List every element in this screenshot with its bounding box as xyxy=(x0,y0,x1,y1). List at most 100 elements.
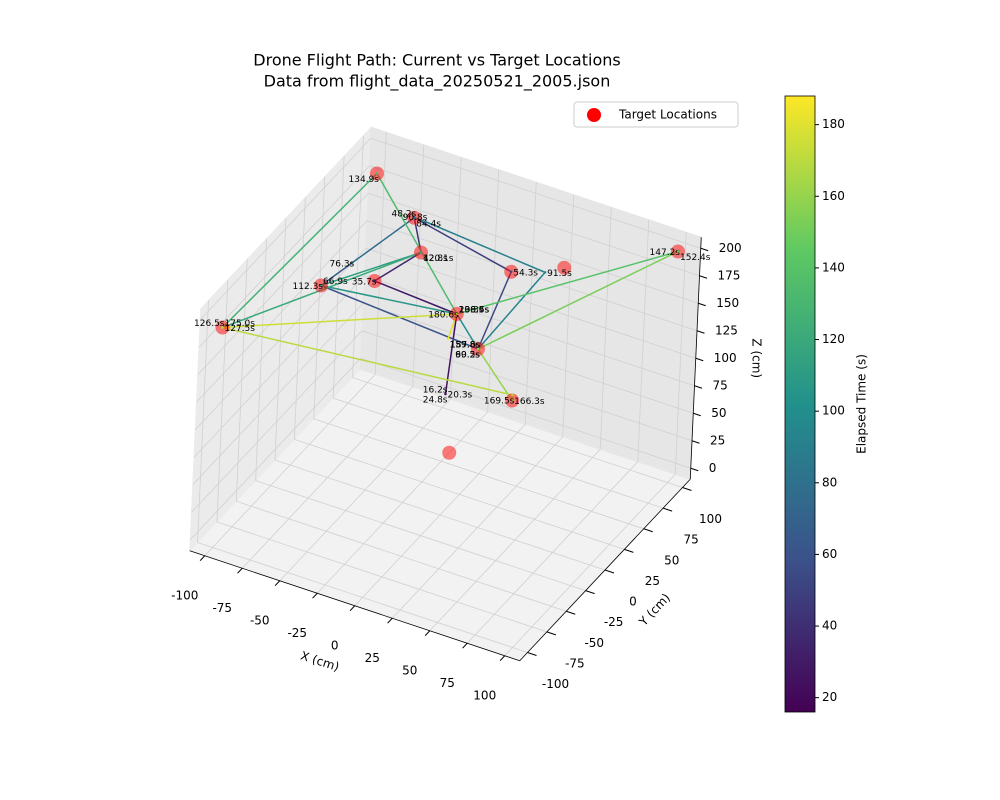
colorbar-tick-label: 20 xyxy=(822,690,837,704)
grid-line xyxy=(197,192,369,376)
time-label: 134.9s xyxy=(349,175,380,185)
time-label: 76.3s xyxy=(330,259,355,269)
tick-mark xyxy=(624,548,634,553)
grid-line xyxy=(236,500,567,612)
x-tick-label: -100 xyxy=(171,588,198,602)
path-point xyxy=(319,284,323,287)
grid-line xyxy=(255,480,586,592)
grid-line xyxy=(216,521,548,633)
path-point xyxy=(510,399,514,402)
z-tick-label: 125 xyxy=(715,323,738,337)
path-point xyxy=(455,312,458,316)
z-tick-label: 100 xyxy=(714,351,737,365)
time-label: 112.3s xyxy=(293,282,324,292)
y-tick-label: -50 xyxy=(584,636,604,650)
y-tick-label: 25 xyxy=(645,574,660,588)
x-tick-label: 75 xyxy=(440,676,455,690)
tick-mark xyxy=(499,655,506,662)
path-point xyxy=(373,279,376,283)
y-tick-label: 100 xyxy=(699,512,722,526)
grid-line xyxy=(197,542,528,653)
time-label: 42.8s xyxy=(423,254,448,264)
path-segment xyxy=(425,220,546,274)
time-label: 166.3s xyxy=(514,397,545,407)
tick-mark xyxy=(682,487,692,491)
time-label: 48.2s xyxy=(392,209,417,219)
grid-line xyxy=(274,459,606,571)
target-point xyxy=(442,445,457,460)
path-point xyxy=(511,393,514,397)
colorbar-label: Elapsed Time (s) xyxy=(855,354,869,454)
grid-line xyxy=(198,165,370,348)
time-label: 139.6s xyxy=(459,306,490,316)
y-tick-label: -75 xyxy=(565,656,585,670)
legend-marker xyxy=(587,108,601,122)
path-point xyxy=(676,250,680,253)
path-segment xyxy=(374,280,458,315)
time-label: 20.3s xyxy=(448,391,473,401)
tick-mark xyxy=(199,555,206,562)
x-tick-label: -75 xyxy=(212,601,232,615)
z-tick-label: 175 xyxy=(718,268,741,282)
tick-mark xyxy=(566,610,576,615)
y-axis-label: Y (cm) xyxy=(636,591,673,630)
chart-title: Drone Flight Path: Current vs Target Loc… xyxy=(253,51,620,70)
x-axis-label: X (cm) xyxy=(299,648,341,674)
grid-line xyxy=(194,247,367,431)
grid-line xyxy=(365,247,696,359)
colorbar-tick-label: 140 xyxy=(822,260,845,274)
time-label: 126.5s xyxy=(194,319,225,329)
time-label: 120.1s xyxy=(423,254,454,264)
legend-label: Target Locations xyxy=(618,108,717,122)
path-point xyxy=(476,347,480,351)
path-point xyxy=(221,326,224,329)
axis-line xyxy=(189,550,520,662)
tick-mark xyxy=(604,569,615,574)
tick-mark xyxy=(312,592,318,599)
path-point xyxy=(375,172,379,175)
time-label: 60.5s xyxy=(455,351,480,361)
tick-mark xyxy=(527,652,537,656)
legend-box xyxy=(573,101,739,128)
time-label: 152.4s xyxy=(680,253,711,263)
axis-line xyxy=(519,478,691,662)
time-label: 90.8s xyxy=(403,213,428,223)
x-tick-label: 100 xyxy=(473,688,496,702)
grid-line xyxy=(364,275,695,387)
tick-mark xyxy=(693,412,701,417)
y-tick-label: 75 xyxy=(683,533,698,547)
path-segment xyxy=(477,250,679,350)
grid-line xyxy=(363,302,694,414)
time-label: 35.7s xyxy=(352,278,377,288)
path-segment xyxy=(222,326,513,396)
path-point xyxy=(424,220,427,223)
path-segment xyxy=(376,173,458,315)
path-segment xyxy=(477,271,512,350)
time-label: 169.5s xyxy=(484,397,515,407)
grid-line xyxy=(199,137,372,321)
y-tick-label: 50 xyxy=(664,553,679,567)
time-label: 54.3s xyxy=(513,268,538,278)
path-segment xyxy=(222,313,457,329)
grid-line xyxy=(191,330,363,513)
z-tick-label: 200 xyxy=(719,241,742,255)
tick-mark xyxy=(274,580,281,587)
x-tick-label: -50 xyxy=(250,613,270,627)
colorbar-tick-label: 40 xyxy=(822,619,837,633)
grid-line xyxy=(313,418,644,530)
path-point xyxy=(510,270,513,273)
tick-mark xyxy=(462,642,468,649)
path-segment xyxy=(320,284,457,315)
grid-line xyxy=(352,377,683,488)
colorbar-tick-label: 80 xyxy=(822,475,837,489)
path-point xyxy=(444,392,447,396)
grid-line xyxy=(189,357,362,541)
tick-mark xyxy=(691,440,700,444)
path-segment xyxy=(221,172,378,329)
axis-line xyxy=(689,237,702,480)
colorbar-tick-label: 180 xyxy=(822,117,845,131)
time-label: 24.8s xyxy=(423,396,448,406)
target-point xyxy=(557,260,572,275)
time-label: 66.9s xyxy=(323,277,348,287)
